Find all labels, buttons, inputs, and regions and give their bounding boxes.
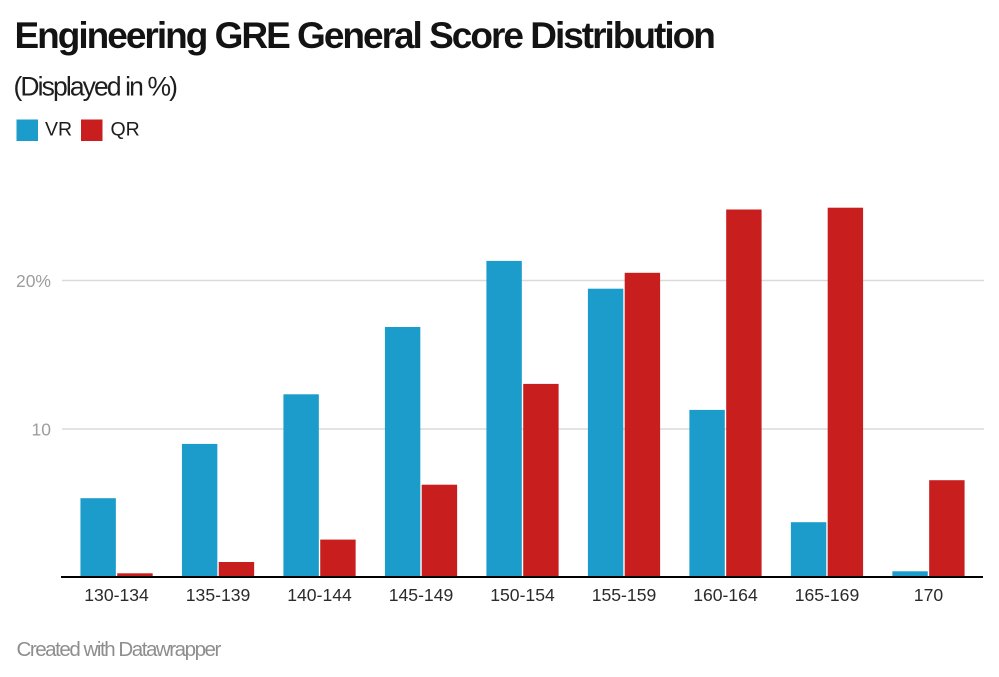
svg-text:170: 170 [914, 585, 944, 605]
svg-text:VR: VR [45, 119, 72, 141]
svg-text:(Displayed in %): (Displayed in %) [14, 72, 178, 102]
svg-text:QR: QR [111, 119, 140, 141]
svg-text:160-164: 160-164 [693, 585, 758, 605]
svg-text:Created with Datawrapper: Created with Datawrapper [17, 638, 222, 661]
svg-text:Engineering GRE General Score: Engineering GRE General Score Distributi… [15, 15, 715, 56]
svg-text:140-144: 140-144 [287, 585, 352, 605]
svg-text:150-154: 150-154 [490, 585, 555, 605]
svg-text:135-139: 135-139 [186, 585, 251, 605]
svg-text:130-134: 130-134 [84, 585, 149, 605]
svg-text:165-169: 165-169 [795, 585, 860, 605]
svg-text:155-159: 155-159 [592, 585, 657, 605]
svg-text:145-149: 145-149 [389, 585, 454, 605]
svg-text:20%: 20% [16, 271, 51, 291]
svg-text:10: 10 [32, 419, 52, 439]
